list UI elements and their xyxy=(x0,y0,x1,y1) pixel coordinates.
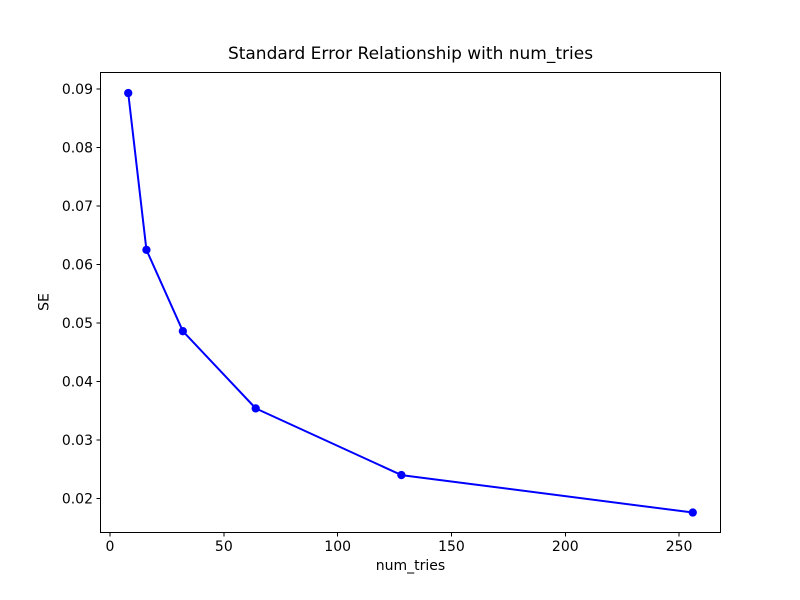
x-tick-label: 150 xyxy=(438,539,465,555)
x-axis-label: num_tries xyxy=(375,558,446,574)
data-point xyxy=(142,245,151,254)
x-tick-label: 50 xyxy=(215,539,233,555)
y-tick-label: 0.08 xyxy=(62,140,93,156)
x-tick-label: 250 xyxy=(666,539,693,555)
data-point xyxy=(251,404,260,413)
y-tick-label: 0.02 xyxy=(62,491,93,507)
axes-frame xyxy=(100,72,721,533)
data-point xyxy=(688,508,697,517)
x-tick-label: 200 xyxy=(552,539,579,555)
data-point xyxy=(124,88,133,98)
x-tick-label: 100 xyxy=(324,539,351,555)
y-tick-label: 0.03 xyxy=(62,433,93,449)
chart-title: Standard Error Relationship with num_tri… xyxy=(227,44,594,64)
y-tick-label: 0.06 xyxy=(62,257,93,273)
data-point xyxy=(397,470,406,480)
y-tick-label: 0.04 xyxy=(62,374,93,390)
y-tick-label: 0.09 xyxy=(62,82,93,98)
x-tick-label: 0 xyxy=(106,539,115,555)
series-line xyxy=(127,92,694,514)
data-point xyxy=(178,327,188,336)
y-tick-label: 0.07 xyxy=(62,199,93,215)
y-tick-label: 0.05 xyxy=(62,316,93,332)
